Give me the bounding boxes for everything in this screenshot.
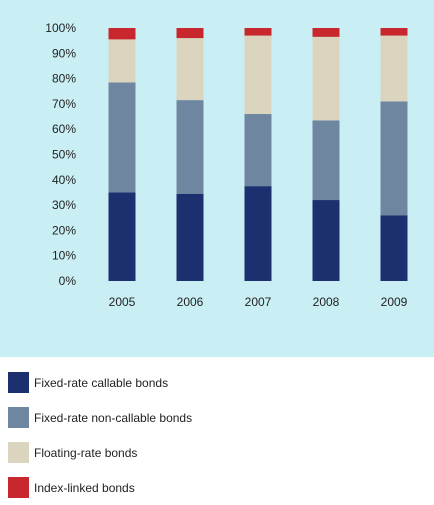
legend-label: Index-linked bonds <box>34 480 135 495</box>
y-tick-label: 50% <box>52 148 76 162</box>
bar-segment <box>244 28 272 36</box>
y-tick-label: 90% <box>52 46 76 60</box>
y-tick-label: 70% <box>52 97 76 111</box>
bar-segment <box>380 101 408 216</box>
legend-label: Floating-rate bonds <box>34 445 138 460</box>
x-tick-label: 2009 <box>381 295 408 309</box>
stacked-bar-chart: 0%10%20%30%40%50%60%70%80%90%100% 2005 20… <box>45 21 408 309</box>
bars <box>108 28 408 281</box>
y-tick-label: 60% <box>52 122 76 136</box>
bar-segment <box>108 28 136 40</box>
bar-segment <box>176 28 204 39</box>
bar-segment <box>312 200 340 281</box>
legend-swatch <box>8 442 29 463</box>
x-tick-label: 2007 <box>245 295 272 309</box>
x-tick-label: 2008 <box>313 295 340 309</box>
y-tick-label: 20% <box>52 223 76 237</box>
bar-segment <box>244 186 272 281</box>
bar-segment <box>108 192 136 281</box>
bar-segment <box>176 193 204 281</box>
legend-label: Fixed-rate callable bonds <box>34 375 169 390</box>
bar-segment <box>108 82 136 193</box>
y-tick-label: 0% <box>59 274 77 288</box>
bar-segment <box>176 38 204 101</box>
plot-panel: 0% 10% 20% 30% 40% 50% 60% 70% 80% 90% 100% 2005 20… <box>0 0 434 357</box>
bar-segment <box>244 114 272 187</box>
bar-segment <box>108 39 136 83</box>
bar-segment <box>380 35 408 102</box>
x-axis: 2005 2006 2007 2008 2009 <box>109 295 408 309</box>
y-tick-label: 10% <box>52 249 76 263</box>
x-tick-label: 2006 <box>177 295 204 309</box>
bar-segment <box>312 120 340 201</box>
bar-segment <box>312 36 340 121</box>
y-tick-label: 100% <box>45 21 76 35</box>
y-tick-label: 40% <box>52 173 76 187</box>
legend-label: Fixed-rate non-callable bonds <box>34 410 193 425</box>
bar-segment <box>176 100 204 194</box>
legend-item-fixed-rate-non-callable: Fixed-rate non-callable bonds <box>8 400 428 435</box>
bar-segment <box>244 35 272 115</box>
y-tick-label: 80% <box>52 72 76 86</box>
legend-item-index-linked: Index-linked bonds <box>8 470 428 505</box>
bar-segment <box>312 28 340 37</box>
legend-item-floating-rate: Floating-rate bonds <box>8 435 428 470</box>
y-tick-label: 30% <box>52 198 76 212</box>
y-axis: 0% 10% 20% 30% 40% 50% 60% 70% 80% 90% 100% <box>45 21 76 288</box>
legend-item-fixed-rate-callable: Fixed-rate callable bonds <box>8 365 428 400</box>
x-tick-label: 2005 <box>109 295 136 309</box>
bar-segment <box>380 28 408 36</box>
legend-swatch <box>8 477 29 498</box>
bar-segment <box>380 215 408 281</box>
legend-swatch <box>8 407 29 428</box>
legend: Fixed-rate callable bonds Fixed-rate non… <box>8 365 428 505</box>
legend-swatch <box>8 372 29 393</box>
